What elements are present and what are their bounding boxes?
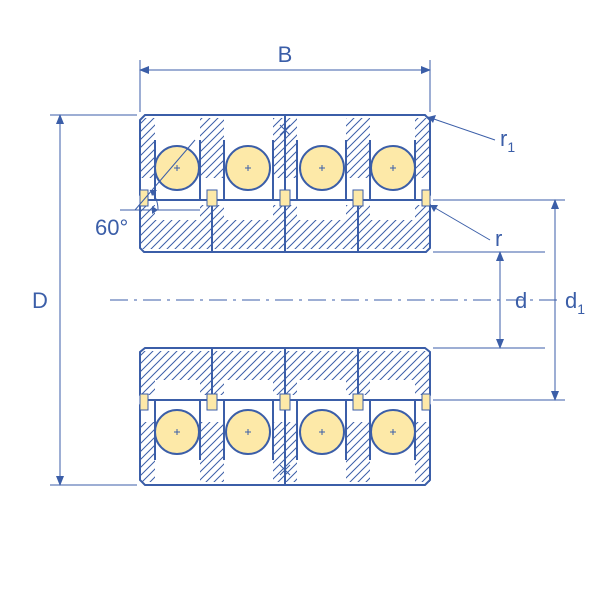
label-d1-sub: 1 (577, 301, 585, 317)
label-r1-sub: 1 (507, 139, 515, 155)
label-r1: r (500, 126, 507, 151)
label-d: d (515, 288, 527, 313)
svg-text:d1: d1 (565, 288, 585, 317)
label-B: B (278, 42, 293, 67)
bearing-cross-section-diagram: B D d d1 r r1 60° (0, 0, 600, 600)
label-angle: 60° (95, 215, 128, 240)
label-d1: d (565, 288, 577, 313)
label-r: r (495, 226, 502, 251)
svg-text:r1: r1 (500, 126, 515, 155)
assembly (110, 115, 560, 485)
label-D: D (32, 288, 48, 313)
